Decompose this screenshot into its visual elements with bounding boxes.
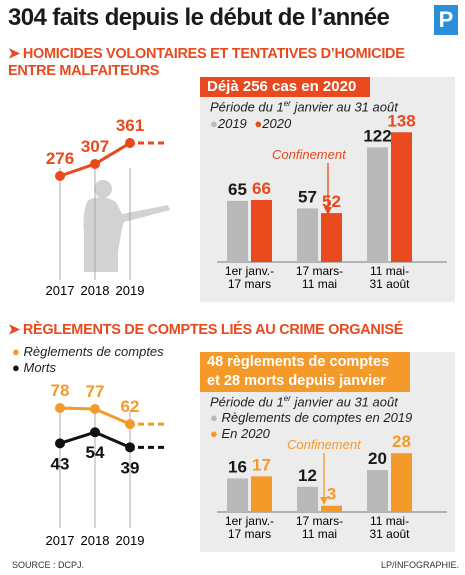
confinement-arrow-1 — [324, 163, 332, 215]
line-chart-2-point — [55, 403, 65, 413]
section2-title: ➤ RÈGLEMENTS DE COMPTES LIÉS AU CRIME ORG… — [8, 322, 403, 339]
bar-chart-2-category-label: 1er janv.- — [225, 514, 274, 528]
bar-chart-1-category-label: 31 août — [369, 277, 410, 291]
line-chart-2-point — [125, 419, 135, 430]
bar-chart-2-value-label: 16 — [228, 457, 247, 476]
bar-chart-1-value-label: 138 — [387, 111, 415, 130]
legend-dot-2020: ● — [254, 116, 263, 131]
line-chart-2-point — [55, 438, 65, 449]
bar-chart-2-value-label: 12 — [298, 466, 317, 485]
bar-chart-1-value-label: 122 — [363, 126, 391, 145]
bar-chart-1-bar — [251, 199, 272, 262]
bar-chart-2-category-label: 11 mai — [302, 527, 337, 541]
line-chart-1-value-label: 307 — [81, 137, 109, 156]
line-chart-1-x-label: 2018 — [81, 283, 110, 298]
bar-chart-2-value-label: 28 — [392, 432, 411, 451]
bar-chart-2-value-label: 20 — [368, 449, 387, 468]
bar-chart-2-bar — [251, 476, 272, 512]
section2-title-text: RÈGLEMENTS DE COMPTES LIÉS AU CRIME ORGA… — [22, 322, 404, 338]
line-chart-1-point — [90, 158, 100, 169]
bar-chart-2-category-label: 31 août — [369, 527, 410, 541]
chevron-right-icon: ➤ — [8, 322, 20, 338]
bar-chart-2-bar — [297, 486, 318, 512]
section1-confinement-label: Confinement — [272, 147, 346, 162]
bar-chart-1-value-label: 65 — [228, 180, 247, 199]
line-chart-2-point — [90, 404, 100, 415]
section1-legend: ●2019 ●2020 — [210, 116, 291, 131]
section2-legend-morts: ● Morts — [12, 360, 56, 375]
legend-2019-label: 2019 — [217, 116, 247, 131]
line-chart-2-point — [125, 442, 135, 453]
legend-2020-label: 2020 — [262, 116, 292, 131]
line-chart-1-point — [125, 138, 135, 148]
bar-chart-2-value-label: 3 — [327, 485, 336, 504]
legend-dot-2019: ● — [210, 410, 218, 425]
page-title: 304 faits depuis le début de l’année — [8, 4, 390, 31]
bar-chart-2-category-label: 11 mai- — [370, 514, 409, 528]
bar-chart-1-value-label: 66 — [252, 179, 271, 198]
bar-chart-2-category-label: 17 mars — [228, 527, 271, 541]
bar-chart-2-category-label: 17 mars- — [296, 514, 343, 528]
line-chart-2-value-label: 54 — [86, 443, 105, 462]
bar-chart-2-bar — [321, 505, 342, 512]
bar-chart-1-bar — [321, 213, 342, 262]
legend-dot-morts: ● — [12, 360, 20, 375]
section2-legend-2019: ● Règlements de comptes en 2019 — [210, 410, 413, 425]
bar-chart-1-category-label: 11 mai- — [370, 264, 409, 278]
line-chart-2-x-label: 2019 — [116, 533, 145, 548]
confinement-arrow-2 — [320, 453, 328, 505]
line-chart-1-point — [55, 171, 65, 181]
bar-chart-1-category-label: 17 mars- — [296, 264, 343, 278]
bar-chart-1-bar — [227, 200, 248, 262]
bar-chart-2-bar — [391, 453, 412, 512]
bar-chart-1-category-label: 17 mars — [228, 277, 271, 291]
bar-chart-1-category-label: 1er janv.- — [225, 264, 274, 278]
bar-chart-2-bar — [227, 478, 248, 512]
bar-chart-1-value-label: 52 — [322, 192, 341, 211]
line-chart-2-value-label: 39 — [121, 458, 140, 477]
line-chart-2-value-label: 62 — [121, 397, 140, 416]
bar-chart-1-bar — [297, 208, 318, 262]
line-chart-2-point — [90, 427, 100, 438]
legend-dot-2019: ● — [210, 116, 218, 131]
section1-title: ➤ HOMICIDES VOLONTAIRES ET TENTATIVES D’H… — [8, 46, 405, 80]
bar-chart-1-bar — [391, 132, 412, 262]
shooter-silhouette-icon — [83, 180, 170, 272]
publication-logo: P — [434, 5, 458, 35]
bar-chart-1-bar — [367, 147, 388, 262]
section1-banner: Déjà 256 cas en 2020 — [200, 77, 370, 97]
line-chart-2-value-label: 77 — [86, 382, 105, 401]
section1-period: Période du 1er janvier au 31 août — [210, 99, 398, 115]
line-chart-1-x-label: 2017 — [46, 283, 75, 298]
bar-chart-1-value-label: 57 — [298, 187, 317, 206]
section2-period: Période du 1er janvier au 31 août — [210, 394, 398, 410]
section2-legend-2020: ● En 2020 — [210, 426, 270, 441]
line-chart-1-x-label: 2019 — [116, 283, 145, 298]
line-chart-2-value-label: 78 — [51, 381, 70, 400]
section2-banner: 48 règlements de comptes et 28 morts dep… — [200, 352, 410, 392]
legend-dot-reglements: ● — [12, 344, 20, 359]
legend-dot-2020: ● — [210, 426, 218, 441]
line-chart-1-value-label: 361 — [116, 116, 144, 135]
bar-chart-2-value-label: 17 — [252, 455, 271, 474]
chevron-right-icon: ➤ — [8, 46, 20, 62]
line-chart-1-value-label: 276 — [46, 149, 74, 168]
source-note: SOURCE : DCPJ. — [12, 560, 85, 570]
line-chart-2-value-label: 43 — [51, 454, 70, 473]
line-chart-2-x-label: 2017 — [46, 533, 75, 548]
section2-confinement-label: Confinement — [287, 437, 361, 452]
section1-title-line2: ENTRE MALFAITEURS — [8, 63, 160, 79]
section1-title-line1: HOMICIDES VOLONTAIRES ET TENTATIVES D’HO… — [22, 46, 405, 62]
line-chart-2-x-label: 2018 — [81, 533, 110, 548]
bar-chart-1-category-label: 11 mai — [302, 277, 337, 291]
credit-note: LP/INFOGRAPHIE. — [381, 560, 460, 570]
bar-chart-2-bar — [367, 470, 388, 512]
section2-legend-reglements: ● Règlements de comptes — [12, 344, 164, 359]
